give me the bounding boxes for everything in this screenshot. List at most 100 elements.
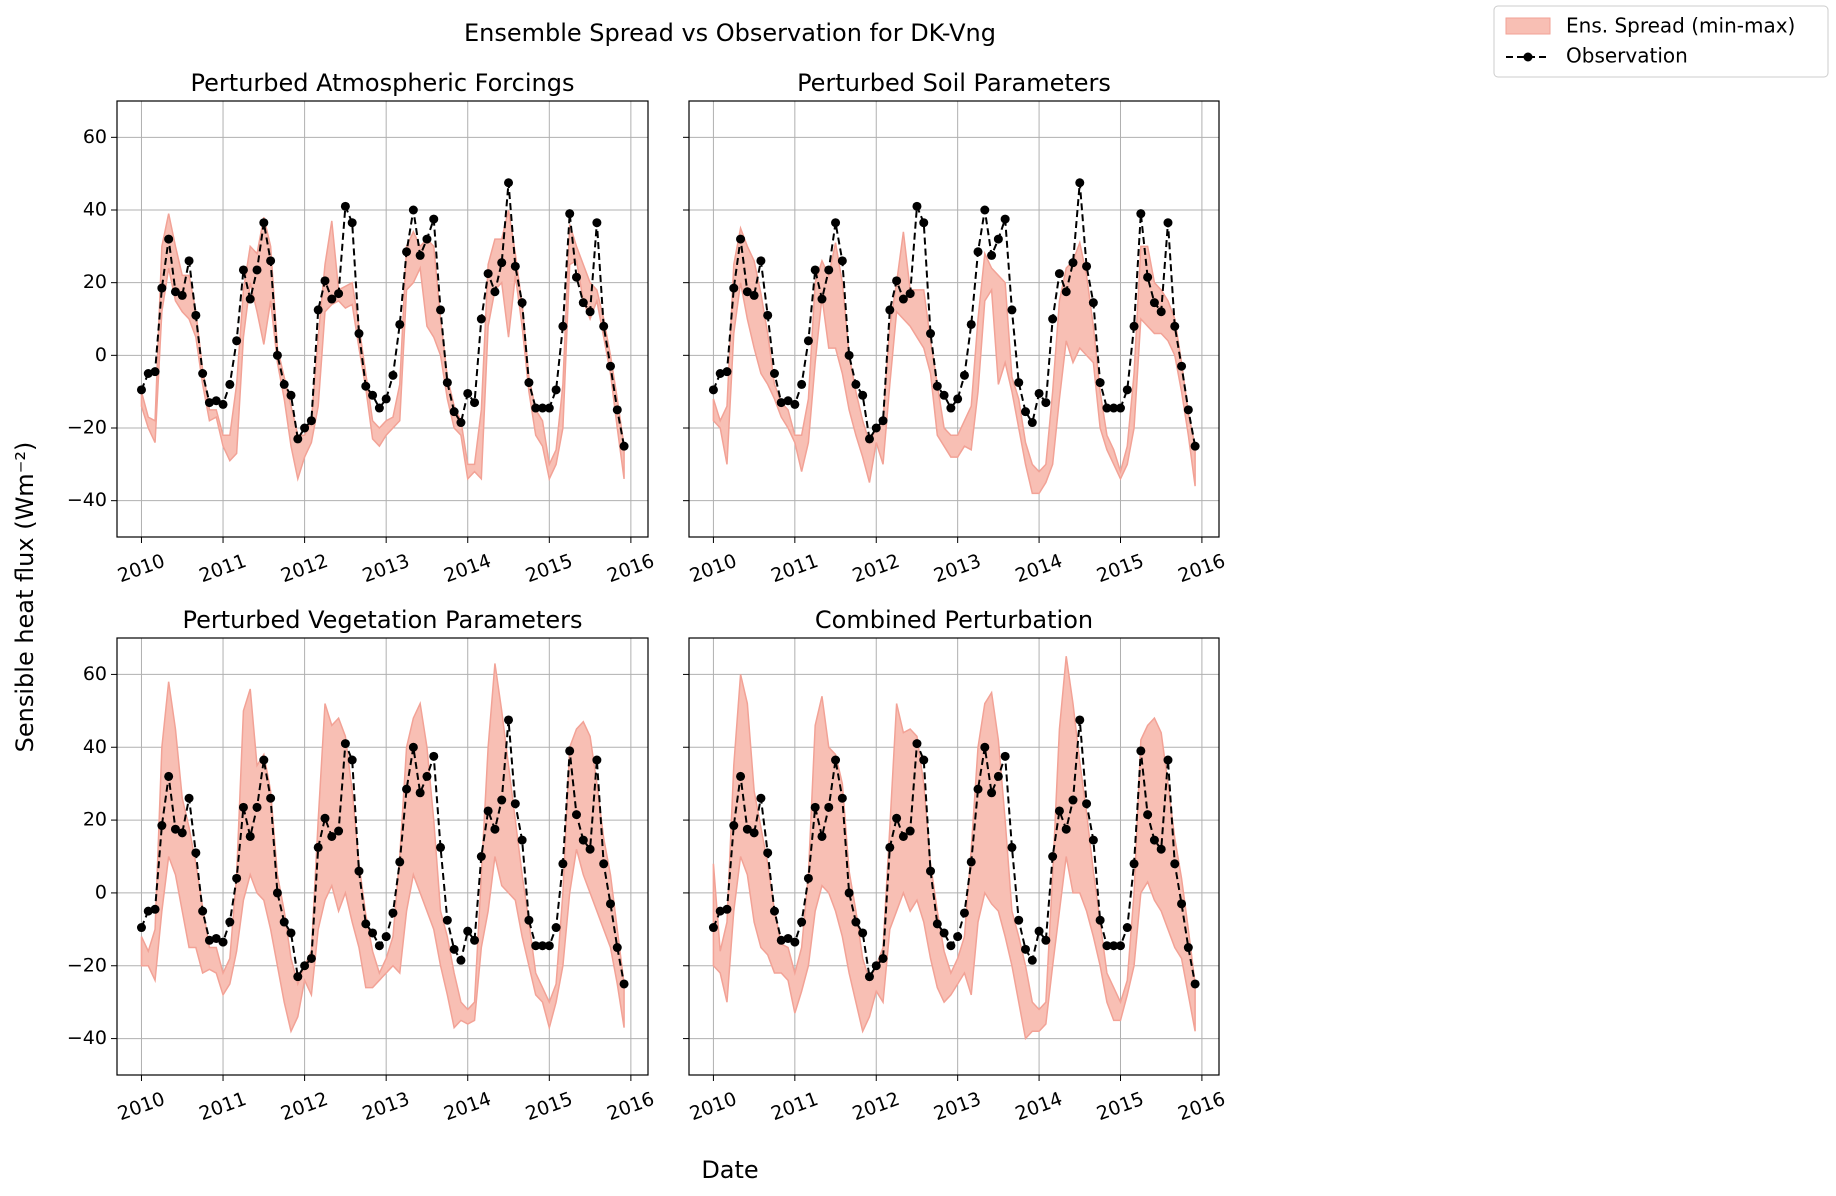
observation-point	[756, 256, 766, 266]
observation-point	[993, 234, 1003, 244]
observation-point	[864, 434, 874, 444]
observation-point	[232, 336, 242, 346]
observation-point	[504, 715, 514, 725]
observation-point	[797, 379, 807, 389]
x-tick-label: 2015	[1094, 1088, 1147, 1125]
observation-point	[885, 305, 895, 315]
legend-label: Observation	[1566, 44, 1688, 68]
ensemble-spread	[140, 209, 625, 482]
observation-point	[490, 287, 500, 297]
observation-point	[1048, 852, 1058, 861]
observation-point	[885, 842, 895, 852]
observation-point	[170, 824, 180, 834]
observation-point	[415, 788, 425, 798]
observation-point	[470, 935, 480, 945]
observation-point	[973, 247, 983, 257]
observation-point	[232, 873, 242, 883]
observation-point	[334, 289, 344, 299]
observation-point	[170, 287, 180, 297]
observation-point	[245, 294, 255, 304]
observation-point	[1068, 258, 1078, 268]
observation-point	[551, 923, 561, 933]
x-tick-label: 2012	[850, 550, 903, 587]
observation-point	[1129, 321, 1139, 331]
observation-point	[266, 256, 276, 266]
observation-point	[272, 350, 282, 360]
observation-point	[327, 294, 337, 304]
observation-point	[252, 265, 262, 275]
observation-point	[272, 888, 282, 898]
observation-point	[150, 904, 160, 914]
observation-point	[926, 866, 936, 876]
observation-point	[361, 919, 371, 929]
observation-point	[510, 261, 520, 271]
y-tick-label: 20	[83, 809, 107, 831]
observation-point	[259, 755, 269, 765]
x-tick-label: 2015	[1094, 550, 1147, 587]
observation-point	[1177, 899, 1187, 909]
observation-point	[871, 961, 881, 971]
axes-frame	[116, 100, 649, 538]
observation-point	[939, 390, 949, 400]
x-axis-label: Date	[701, 1156, 758, 1184]
observation-point	[824, 265, 834, 275]
observation-point	[1027, 955, 1037, 965]
observation-point	[803, 336, 813, 346]
legend-swatch	[1505, 17, 1551, 35]
x-tick-label: 2015	[523, 1088, 576, 1125]
observation-point	[1183, 405, 1193, 415]
axes-frame	[688, 100, 1220, 538]
observation-point	[980, 205, 990, 215]
observation-point	[736, 771, 746, 781]
observation-point	[306, 416, 316, 426]
observation-point	[1156, 844, 1166, 854]
observation-point	[837, 256, 847, 266]
axes-frame	[116, 637, 649, 1076]
observation-point	[558, 859, 568, 869]
x-tick-label: 2010	[687, 1088, 740, 1125]
observation-point	[993, 771, 1003, 781]
observation-point	[449, 407, 459, 417]
observation-point	[1007, 842, 1017, 852]
observation-point	[1061, 287, 1071, 297]
observation-point	[742, 287, 752, 297]
observation-point	[932, 919, 942, 929]
y-tick-label: 0	[95, 881, 107, 903]
y-tick-label: 40	[83, 199, 107, 221]
observation-point	[150, 367, 160, 377]
observation-point	[368, 928, 378, 938]
observation-point	[1163, 218, 1173, 228]
observation-point	[1109, 403, 1119, 413]
observation-point	[878, 416, 888, 426]
observation-point	[388, 370, 398, 380]
observation-point	[810, 802, 820, 812]
y-tick-label: 60	[83, 126, 107, 148]
observation-point	[1068, 795, 1078, 805]
observation-point	[1122, 385, 1132, 395]
legend-box	[1493, 5, 1829, 78]
panel-title: Perturbed Soil Parameters	[797, 69, 1111, 97]
observation-point	[340, 201, 350, 211]
observation-point	[736, 234, 746, 244]
observation-point	[1000, 214, 1010, 224]
observation-point	[1183, 943, 1193, 953]
x-tick-label: 2016	[1175, 550, 1228, 587]
observation-point	[436, 842, 446, 852]
x-tick-label: 2014	[1012, 1088, 1065, 1125]
x-tick-label: 2014	[441, 1088, 494, 1125]
observation-point	[851, 379, 861, 389]
observation-point	[320, 813, 330, 823]
observation-point	[973, 784, 983, 794]
ensemble-spread	[712, 656, 1196, 1041]
observation-point	[1143, 272, 1153, 282]
x-tick-label: 2012	[278, 550, 331, 587]
x-tick-label: 2016	[604, 1088, 657, 1125]
x-tick-label: 2013	[931, 1088, 984, 1125]
observation-point	[442, 915, 452, 925]
observation-point	[612, 943, 622, 953]
observation-point	[225, 379, 235, 389]
observation-point	[803, 873, 813, 883]
observation-point	[898, 831, 908, 841]
observation-point	[1075, 715, 1085, 725]
observation-point	[531, 941, 541, 951]
